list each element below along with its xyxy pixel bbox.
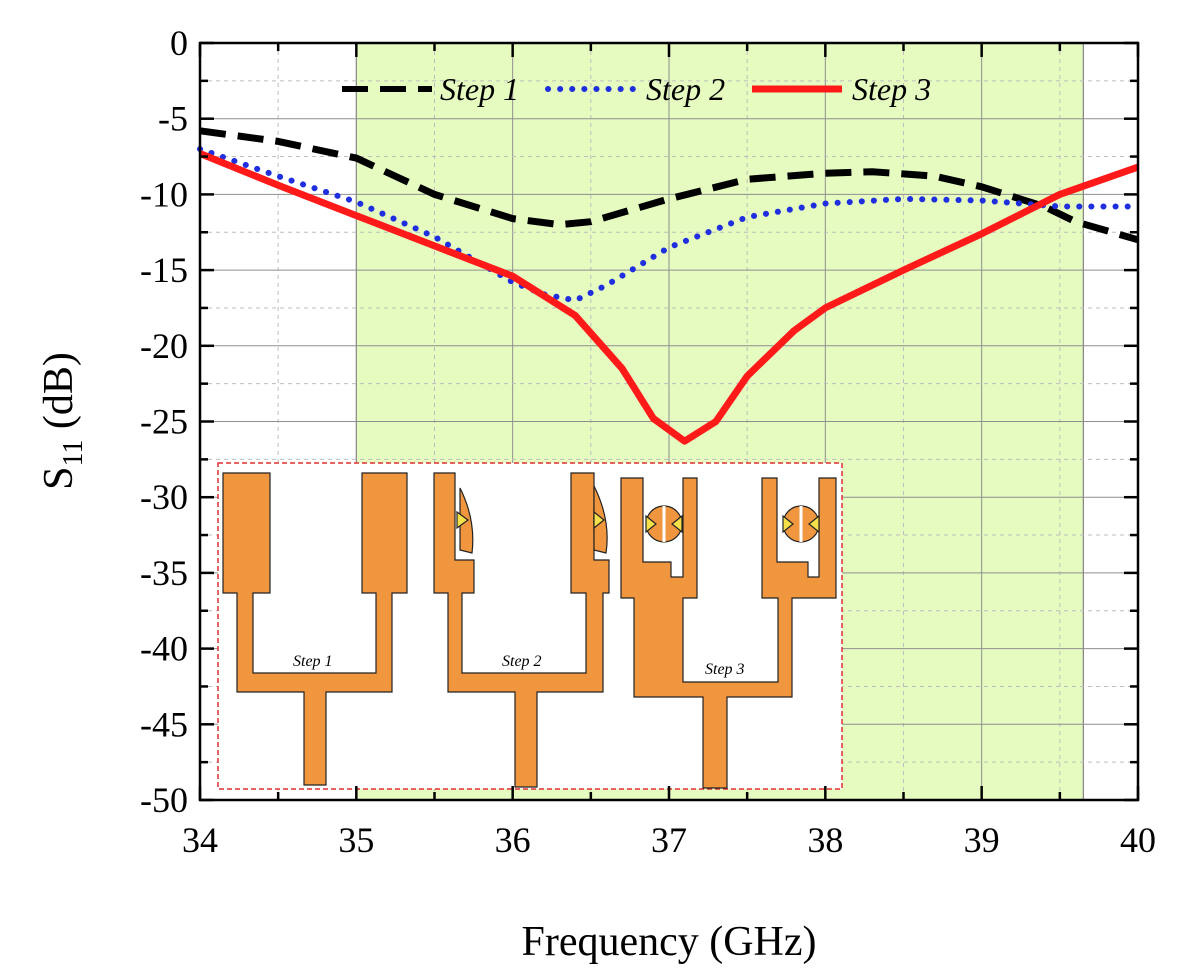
x-tick-label: 34 bbox=[182, 820, 218, 860]
antenna-step-1 bbox=[222, 472, 408, 786]
x-tick-label: 39 bbox=[964, 820, 1000, 860]
y-tick-label: -40 bbox=[140, 629, 188, 669]
y-axis-title: S11 (dB) bbox=[36, 352, 89, 490]
y-tick-label: -25 bbox=[140, 402, 188, 442]
y-tick-label: 0 bbox=[170, 23, 188, 63]
antenna-step-2 bbox=[433, 472, 610, 788]
x-tick-label: 37 bbox=[651, 820, 687, 860]
inset-label-step-3: Step 3 bbox=[705, 661, 745, 678]
x-tick-label: 40 bbox=[1120, 820, 1156, 860]
series-line-step-3 bbox=[198, 150, 1140, 445]
y-tick-label: -50 bbox=[140, 780, 188, 820]
series-line-step-1 bbox=[199, 127, 1139, 244]
legend-label-step-2: Step 2 bbox=[646, 71, 725, 107]
legend-label-step-3: Step 3 bbox=[852, 71, 931, 107]
y-axis-title-main: S bbox=[36, 467, 82, 490]
inset-label-step-1: Step 1 bbox=[293, 653, 333, 670]
series-line-step-2 bbox=[197, 146, 1141, 304]
legend: Step 1 Step 2 Step 3 bbox=[342, 71, 931, 107]
y-tick-label: -20 bbox=[140, 326, 188, 366]
legend-label-step-1: Step 1 bbox=[440, 71, 519, 107]
axis-ticks bbox=[198, 41, 1140, 802]
antenna-step-3 bbox=[620, 477, 837, 789]
y-tick-label: -10 bbox=[140, 174, 188, 214]
y-tick-label: -30 bbox=[140, 477, 188, 517]
x-tick-label: 35 bbox=[338, 820, 374, 860]
y-axis-title-subscript: 11 bbox=[58, 440, 89, 467]
y-tick-label: -15 bbox=[140, 250, 188, 290]
inset-label-step-2: Step 2 bbox=[502, 653, 542, 670]
series-lines bbox=[197, 127, 1141, 445]
y-tick-label: -5 bbox=[158, 99, 188, 139]
x-tick-labels: 34 35 36 37 38 39 40 bbox=[182, 820, 1156, 860]
x-tick-label: 38 bbox=[807, 820, 843, 860]
y-tick-label: -45 bbox=[140, 704, 188, 744]
antenna-evolution-inset: Step 1 Step 2 Step 3 bbox=[217, 462, 843, 790]
y-tick-labels: 0 -5 -10 -15 -20 -25 -30 -35 -40 -45 -50 bbox=[140, 23, 188, 820]
y-axis-title-unit: (dB) bbox=[36, 352, 82, 440]
y-tick-label: -35 bbox=[140, 553, 188, 593]
x-axis-title: Frequency (GHz) bbox=[521, 919, 816, 965]
x-tick-label: 36 bbox=[495, 820, 531, 860]
